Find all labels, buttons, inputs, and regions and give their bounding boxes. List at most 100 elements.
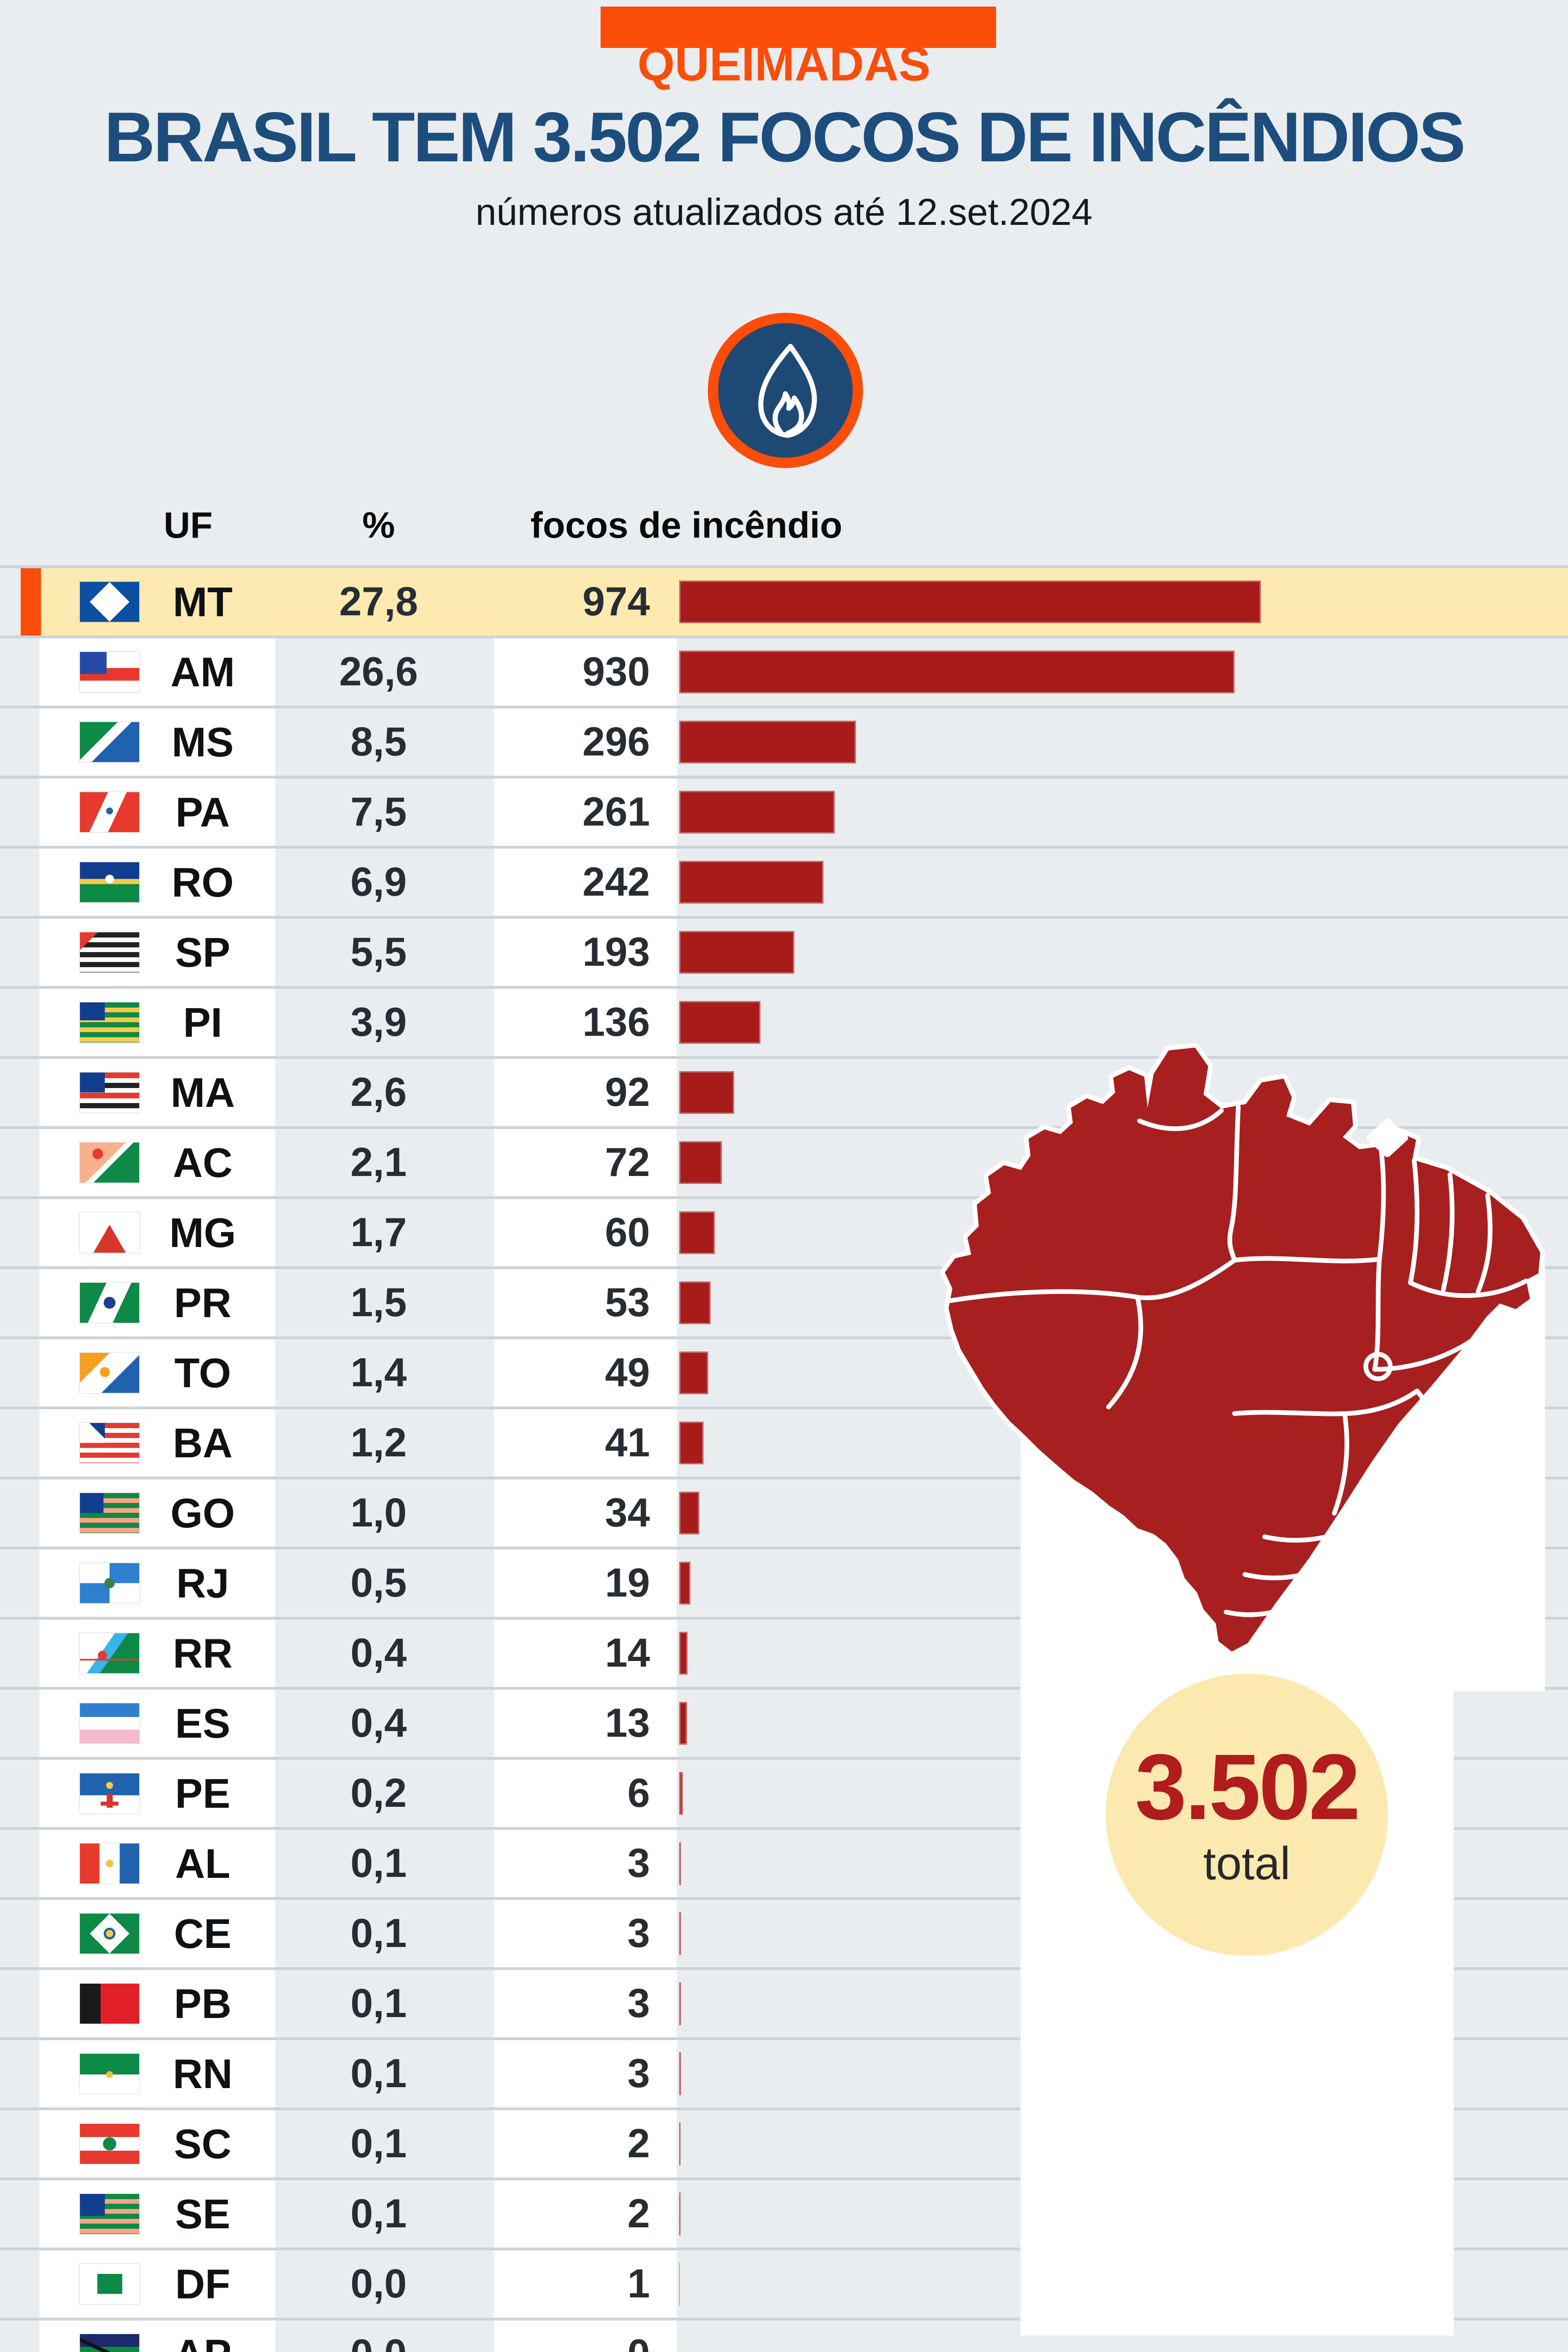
state-percentage: 0,1	[350, 1841, 407, 1886]
flag-distrito-federal	[80, 2264, 139, 2304]
page-title: BRASIL TEM 3.502 FOCOS DE INCÊNDIOS	[104, 97, 1465, 176]
flag-parana	[80, 1283, 139, 1323]
uf-cell-background	[40, 1970, 275, 2037]
table-row: RN 0,1 3	[0, 2037, 1568, 2107]
row-separator	[0, 916, 1568, 919]
uf-cell-background	[40, 1830, 275, 1897]
flag-tocantins	[80, 1353, 139, 1393]
table-row: PA 7,5 261	[0, 776, 1568, 846]
state-fire-count: 2	[627, 2121, 650, 2166]
value-cell-background	[494, 638, 677, 706]
uf-cell-background	[40, 1199, 275, 1266]
value-cell-background	[494, 1549, 677, 1617]
row-separator	[0, 1967, 1568, 1970]
value-cell-background	[494, 919, 677, 986]
state-percentage: 2,1	[350, 1140, 407, 1185]
state-fire-count: 3	[627, 1911, 650, 1956]
flag-sao-paulo	[80, 932, 139, 972]
kicker: QUEIMADAS	[637, 37, 931, 91]
state-code: AP	[139, 2320, 266, 2352]
column-header-count: focos de incêndio	[531, 504, 843, 546]
fire-count-bar	[679, 1001, 760, 1044]
state-percentage: 0,4	[350, 1700, 407, 1746]
state-code: GO	[170, 1490, 235, 1536]
state-fire-count: 974	[582, 579, 650, 624]
fire-count-bar	[679, 1351, 708, 1394]
state-code: AL	[175, 1840, 230, 1887]
fire-count-bar	[679, 2193, 681, 2235]
fire-count-bar	[679, 2263, 680, 2305]
state-fire-count: 3	[627, 1841, 650, 1886]
state-code: SC	[174, 2121, 232, 2167]
value-cell-background	[494, 1409, 677, 1477]
state-code: MS	[172, 719, 234, 765]
state-percentage: 2,6	[350, 1070, 407, 1115]
uf-cell-background	[40, 1549, 275, 1617]
state-fire-count: 3	[627, 2051, 650, 2096]
value-cell-background	[494, 2110, 677, 2177]
state-fire-count: 13	[605, 1700, 650, 1746]
table-row: MS 8,5 296	[0, 706, 1568, 776]
value-cell-background	[494, 779, 677, 846]
state-percentage: 3,9	[350, 1000, 407, 1045]
uf-cell-background	[40, 1900, 275, 1967]
uf-cell-background	[40, 638, 275, 706]
state-code: RR	[173, 1630, 233, 1677]
uf-cell-background	[40, 2110, 275, 2177]
table-row: MG 1,7 60	[0, 1196, 1568, 1266]
state-percentage: 0,1	[350, 1981, 407, 2026]
state-percentage: 0,1	[350, 2191, 407, 2236]
flag-alagoas	[80, 1843, 139, 1883]
state-fire-count: 242	[582, 859, 650, 905]
state-fire-count: 34	[605, 1490, 650, 1535]
row-separator	[0, 986, 1568, 989]
fire-count-bar	[679, 1632, 688, 1675]
state-code: AM	[170, 649, 235, 695]
flag-rio-grande-do-norte	[80, 2054, 139, 2094]
state-borders	[948, 1104, 1528, 1617]
row-separator	[0, 2318, 1568, 2320]
value-cell-background	[494, 1059, 677, 1126]
row-separator	[0, 1547, 1568, 1549]
total-value: 3.502	[1135, 1735, 1360, 1839]
table-row: RR 0,4 14	[0, 1617, 1568, 1687]
state-percentage: 8,5	[350, 719, 407, 764]
uf-cell-background	[40, 2250, 275, 2318]
fire-count-bar	[679, 1562, 690, 1605]
table-row: SP 5,5 193	[0, 916, 1568, 986]
value-cell-background	[494, 1900, 677, 1967]
state-code: DF	[175, 2261, 230, 2307]
table-row: RO 6,9 242	[0, 846, 1568, 916]
state-percentage: 26,6	[339, 649, 418, 694]
flag-espirito-santo	[80, 1703, 139, 1743]
uf-cell-background	[40, 919, 275, 986]
state-percentage: 1,7	[350, 1210, 407, 1255]
state-fire-count: 6	[627, 1771, 650, 1816]
state-code: MA	[170, 1069, 235, 1116]
state-fire-count: 1	[627, 2261, 650, 2306]
flag-maranhao	[80, 1073, 139, 1112]
fire-count-bar	[679, 1281, 711, 1324]
state-code: AC	[173, 1139, 233, 1186]
table-row: MT 27,8 974	[0, 565, 1568, 636]
fire-count-bar	[679, 1842, 681, 1885]
state-percentage: 27,8	[339, 579, 418, 624]
row-separator	[0, 1757, 1568, 1760]
value-cell-background	[494, 1339, 677, 1406]
state-code: MT	[173, 579, 233, 625]
value-cell-background	[494, 1760, 677, 1827]
state-code: PA	[175, 789, 230, 835]
table-row: DF 0,0 1	[0, 2248, 1568, 2318]
total-badge: 3.502 total	[1106, 1674, 1388, 1956]
value-cell-background	[494, 1479, 677, 1547]
table-row: PI 3,9 136	[0, 986, 1568, 1056]
table-row: AP 0,0 0	[0, 2318, 1568, 2352]
state-code: RN	[173, 2050, 233, 2097]
uf-cell-background	[40, 1269, 275, 1336]
state-code: PE	[175, 1770, 230, 1817]
table-row: ES 0,4 13	[0, 1687, 1568, 1757]
state-fire-count: 930	[582, 649, 650, 694]
table-row: CE 0,1 3	[0, 1897, 1568, 1967]
top-accent-bar	[601, 7, 996, 48]
fire-count-bar	[679, 2122, 681, 2165]
